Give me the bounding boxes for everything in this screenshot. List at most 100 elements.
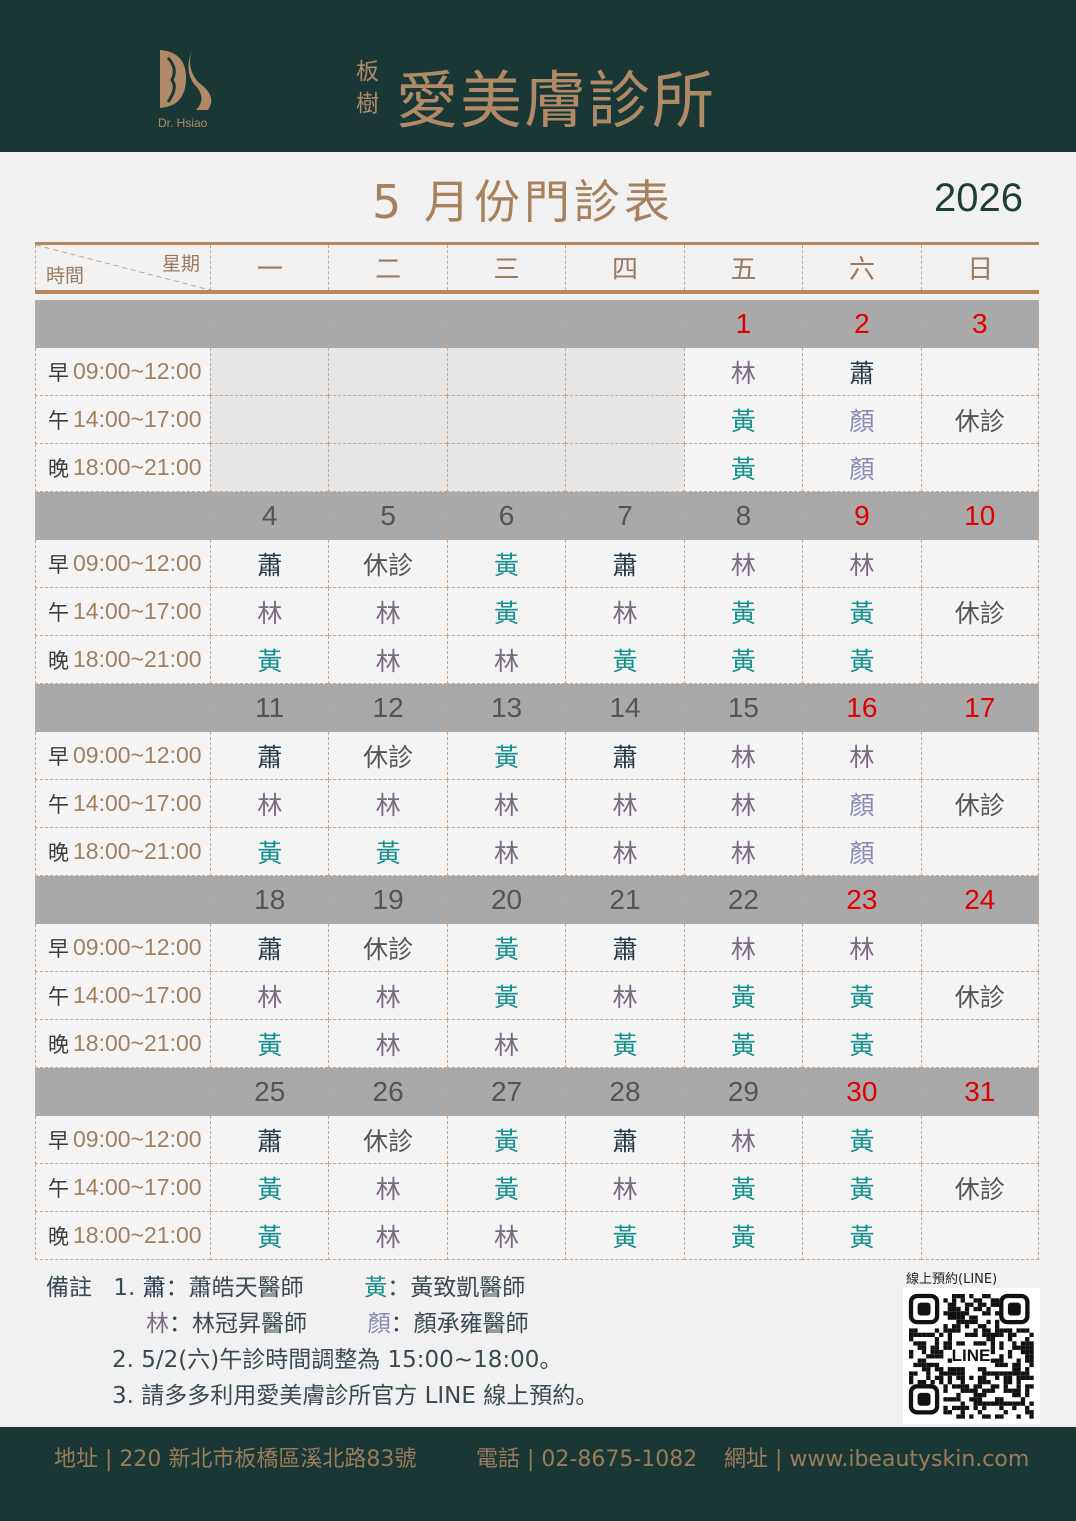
- slot-time: 14:00~17:00: [73, 406, 202, 432]
- footer-website[interactable]: 網址 | www.ibeautyskin.com: [724, 1447, 1030, 1472]
- schedule-cell: 黃: [210, 1164, 329, 1212]
- slot-label: 晚 18:00~21:00: [35, 444, 210, 492]
- schedule-cell: 黃: [683, 396, 803, 444]
- schedule-cell: 休診: [328, 732, 447, 780]
- footer: 地址 | 220 新北市板橋區溪北路83號 電話 | 02-8675-1082 …: [0, 1427, 1076, 1521]
- date-cell: 28: [565, 1068, 683, 1116]
- date-cell: 5: [328, 492, 446, 540]
- schedule-cell: 休診: [328, 1116, 447, 1164]
- schedule-cell: 林: [210, 588, 329, 636]
- slot-prefix: 早: [48, 744, 69, 769]
- slot-prefix: 早: [48, 360, 69, 385]
- note-2: 2. 5/2(六)午診時間調整為 15:00~18:00。: [112, 1347, 563, 1373]
- schedule-cell: 林: [446, 780, 566, 828]
- slot-time: 18:00~21:00: [73, 1030, 202, 1056]
- schedule-cell: 黃: [210, 636, 329, 684]
- slot-prefix: 午: [48, 600, 69, 625]
- schedule-cell: 休診: [920, 1164, 1039, 1212]
- date-cell: 10: [920, 492, 1039, 540]
- line-qr-code[interactable]: LINE: [903, 1288, 1040, 1424]
- date-cell: 1: [683, 300, 802, 348]
- schedule-cell: 林: [565, 780, 684, 828]
- schedule-cell: 黃: [802, 1116, 921, 1164]
- schedule-cell: [565, 396, 684, 444]
- slot-prefix: 早: [48, 1128, 69, 1153]
- schedule-cell: [920, 732, 1039, 780]
- footer-address: 地址 | 220 新北市板橋區溪北路83號: [54, 1447, 417, 1472]
- note-number: 1.: [113, 1275, 136, 1301]
- slot-time: 18:00~21:00: [73, 454, 202, 480]
- date-row-label: [35, 1068, 210, 1116]
- schedule-cell: 林: [565, 828, 684, 876]
- schedule-cell: 黃: [565, 1212, 684, 1260]
- slot-row: 早 09:00~12:00 林蕭: [35, 348, 1039, 396]
- clinic-logo: [160, 50, 212, 110]
- date-row: 25 26 27 28 29 30 31: [35, 1068, 1039, 1116]
- schedule-cell: [565, 348, 684, 396]
- slot-prefix: 午: [48, 984, 69, 1009]
- date-cell: 16: [802, 684, 920, 732]
- schedule-cell: 林: [446, 828, 566, 876]
- schedule-cell: 林: [683, 732, 803, 780]
- slot-label: 晚 18:00~21:00: [35, 1212, 210, 1260]
- date-cell: 6: [446, 492, 565, 540]
- schedule-cell: 林: [328, 1020, 447, 1068]
- schedule-cell: 黃: [446, 924, 566, 972]
- schedule-cell: 黃: [446, 732, 566, 780]
- date-cell: 29: [683, 1068, 802, 1116]
- schedule-cell: 黃: [446, 540, 566, 588]
- slot-row: 早 09:00~12:00 蕭休診黃蕭林黃: [35, 1116, 1039, 1164]
- weekday-header: 六: [802, 245, 920, 290]
- schedule-cell: [920, 924, 1039, 972]
- schedule-cell: 黃: [446, 1116, 566, 1164]
- clinic-name: 愛美膚診所: [396, 64, 717, 137]
- schedule-cell: [328, 348, 447, 396]
- schedule-cell: [328, 444, 447, 492]
- schedule-cell: 黃: [683, 588, 803, 636]
- date-row: 18 19 20 21 22 23 24: [35, 876, 1039, 924]
- table-body: 1 2 3 早 09:00~12:00 林蕭午 14:00~17:00 黃顏休診晚 18:00~…: [35, 300, 1039, 1260]
- slot-prefix: 午: [48, 792, 69, 817]
- schedule-cell: 林: [683, 540, 803, 588]
- schedule-cell: 蕭: [802, 348, 921, 396]
- schedule-cell: 林: [683, 1116, 803, 1164]
- legend-abbr: 林: [146, 1311, 169, 1337]
- weekday-header: 五: [683, 245, 802, 290]
- schedule-cell: [920, 444, 1039, 492]
- legend-name: ：蕭皓天醫師: [165, 1275, 304, 1301]
- slot-row: 晚 18:00~21:00 黃林林黃黃黃: [35, 1212, 1039, 1260]
- date-row: 11 12 13 14 15 16 17: [35, 684, 1039, 732]
- legend-name: ：林冠昇醫師: [169, 1311, 307, 1337]
- schedule-cell: 顏: [802, 780, 921, 828]
- schedule-cell: 休診: [920, 780, 1039, 828]
- slot-prefix: 晚: [48, 1032, 69, 1057]
- slot-row: 早 09:00~12:00 蕭休診黃蕭林林: [35, 924, 1039, 972]
- slot-label: 午 14:00~17:00: [35, 588, 210, 636]
- schedule-cell: 黃: [683, 1164, 803, 1212]
- slot-row: 晚 18:00~21:00 黃黃林林林顏: [35, 828, 1039, 876]
- slot-row: 午 14:00~17:00 黃林黃林黃黃休診: [35, 1164, 1039, 1212]
- slot-time: 14:00~17:00: [73, 790, 202, 816]
- schedule-cell: 休診: [920, 972, 1039, 1020]
- corner-time-label: 時間: [46, 265, 85, 287]
- legend-abbr: 顏: [367, 1311, 391, 1337]
- schedule-cell: 林: [328, 780, 447, 828]
- slot-row: 午 14:00~17:00 林林林林林顏休診: [35, 780, 1039, 828]
- slot-time: 09:00~12:00: [73, 1126, 202, 1152]
- slot-label: 午 14:00~17:00: [35, 1164, 210, 1212]
- schedule-cell: [920, 828, 1039, 876]
- schedule-cell: 黃: [802, 636, 921, 684]
- footer-phone: 電話 | 02-8675-1082: [476, 1447, 698, 1472]
- date-cell: 9: [802, 492, 920, 540]
- schedule-cell: [920, 348, 1039, 396]
- schedule-cell: 蕭: [565, 1116, 684, 1164]
- schedule-cell: 黃: [802, 1212, 921, 1260]
- date-cell: [210, 300, 328, 348]
- schedule-cell: 黃: [683, 1020, 803, 1068]
- schedule-cell: 黃: [683, 444, 803, 492]
- schedule-cell: 黃: [565, 1020, 684, 1068]
- schedule-cell: 黃: [210, 828, 329, 876]
- date-cell: 20: [446, 876, 565, 924]
- schedule-cell: [920, 1020, 1039, 1068]
- date-cell: 14: [565, 684, 683, 732]
